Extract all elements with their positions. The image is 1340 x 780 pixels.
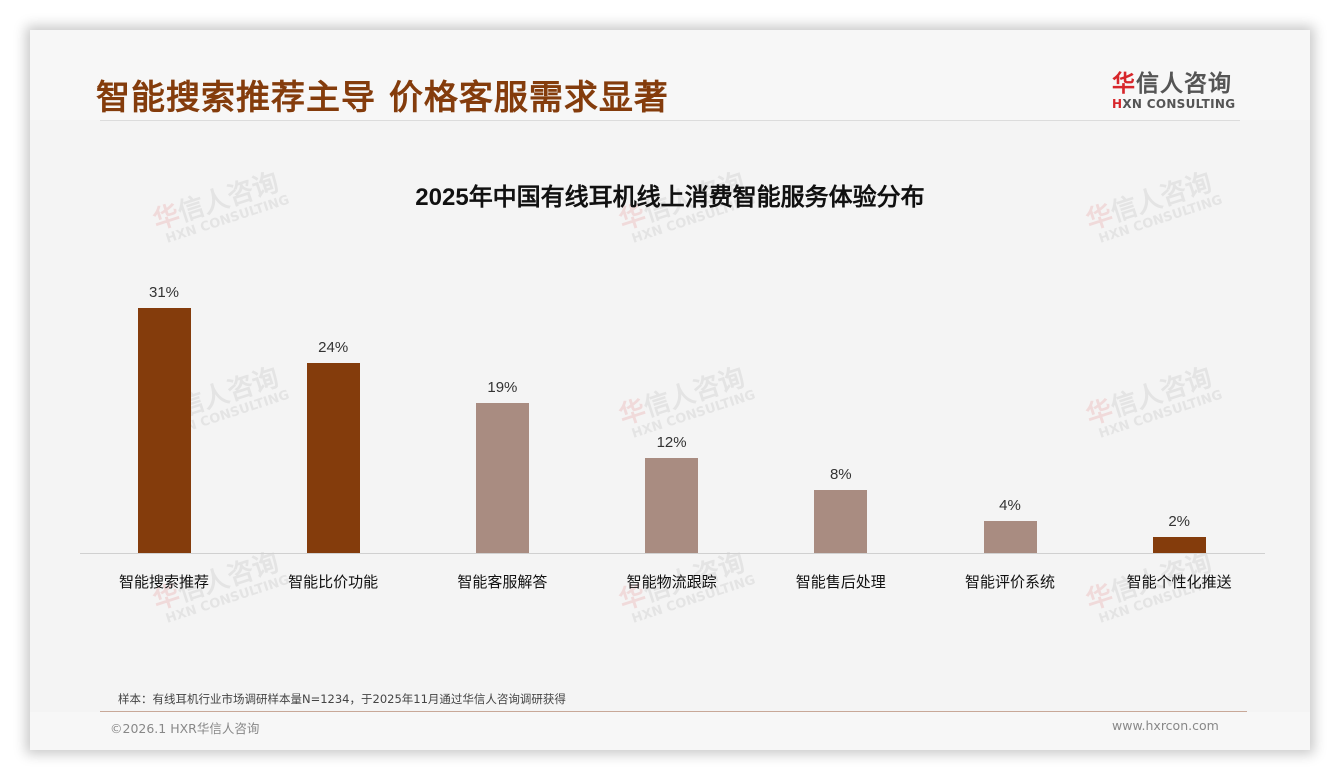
website-link[interactable]: www.hxrcon.com [1112,718,1219,733]
watermark-en: HXN CONSULTING [1096,387,1225,442]
chart-title: 2025年中国有线耳机线上消费智能服务体验分布 [415,184,925,211]
bar-value-label: 8% [829,466,852,483]
bar-value-label: 2% [1168,513,1191,530]
bar [645,458,699,553]
footer-divider [100,711,1247,712]
logo-en-mark: H [1112,97,1123,111]
category-label: 智能客服解答 [457,573,548,591]
footer-band [30,712,1310,750]
category-label: 智能个性化推送 [1126,573,1232,591]
bar [814,490,868,553]
sample-note: 样本：有线耳机行业市场调研样本量N=1234，于2025年11月通过华信人咨询调… [118,692,566,706]
logo-cn-mark: 华 [1112,71,1136,97]
bar-value-label: 4% [999,497,1021,514]
category-label: 智能评价系统 [964,573,1055,591]
category-label: 智能比价功能 [288,573,379,591]
watermark-cn: 华信人咨询 [615,362,749,432]
logo-en: HXN CONSULTING [1112,97,1252,111]
watermark-cn: 华信人咨询 [1082,362,1216,432]
bar-value-label: 19% [487,379,518,396]
bar [306,363,360,553]
x-axis-line [80,553,1265,554]
company-logo: 华信人咨询 HXN CONSULTING [1112,64,1252,111]
category-label: 智能物流跟踪 [626,573,717,591]
category-label: 智能搜索推荐 [118,573,209,591]
page-title: 智能搜索推荐主导 价格客服需求显著 [96,78,669,118]
bar-value-label: 12% [656,434,687,451]
title-divider [100,120,1240,121]
copyright: ©2026.1 HXR华信人咨询 [110,721,260,736]
bar [1152,537,1206,553]
bar-value-label: 24% [318,339,349,356]
bar-value-label: 31% [148,284,180,301]
category-label: 智能售后处理 [795,573,886,591]
logo-cn: 华信人咨询 [1112,64,1252,98]
slide: 智能搜索推荐主导 价格客服需求显著 华信人咨询 HXN CONSULTING 华… [30,30,1310,750]
logo-en-text: XN CONSULTING [1122,97,1236,111]
bar [983,521,1037,553]
logo-cn-text: 信人咨询 [1136,71,1232,97]
header-band [30,30,1310,120]
bar [475,403,529,553]
bar [137,308,191,553]
